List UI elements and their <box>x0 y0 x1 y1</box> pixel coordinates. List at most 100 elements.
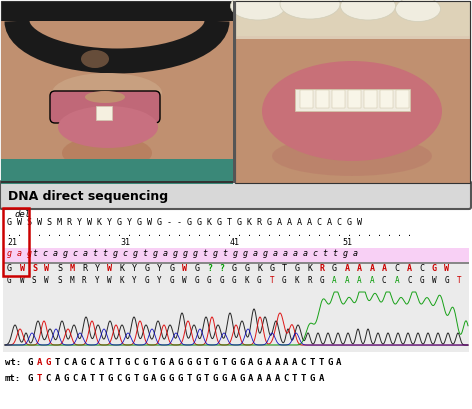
Text: A: A <box>54 374 60 383</box>
Text: K: K <box>307 264 312 273</box>
Text: T: T <box>37 374 42 383</box>
Text: W: W <box>432 276 437 285</box>
Ellipse shape <box>230 0 286 20</box>
Text: W: W <box>182 276 186 285</box>
Bar <box>96 106 112 120</box>
Text: G: G <box>244 264 250 273</box>
Text: Y: Y <box>94 264 100 273</box>
Bar <box>332 90 345 108</box>
Text: R: R <box>320 264 325 273</box>
Text: G: G <box>445 276 449 285</box>
Bar <box>300 90 313 108</box>
Text: A: A <box>332 276 337 285</box>
Bar <box>1 21 233 183</box>
Text: A: A <box>72 358 77 367</box>
Text: wt:: wt: <box>5 358 21 367</box>
Text: G: G <box>239 374 244 383</box>
Text: T: T <box>134 374 139 383</box>
Text: A: A <box>248 358 253 367</box>
Bar <box>235 1 470 183</box>
Text: T: T <box>204 374 210 383</box>
Text: 21: 21 <box>7 238 17 247</box>
FancyBboxPatch shape <box>50 91 160 123</box>
Text: G: G <box>169 264 175 273</box>
Text: R: R <box>307 276 312 285</box>
Text: G: G <box>177 374 183 383</box>
Text: C: C <box>63 358 68 367</box>
Text: K: K <box>119 264 125 273</box>
Ellipse shape <box>262 61 442 161</box>
Text: G: G <box>28 374 34 383</box>
Text: K: K <box>119 276 124 285</box>
Text: G: G <box>232 264 237 273</box>
Text: t c a g c a t t g c g t g a g g g t g t g g a g a a a a c t t g a: t c a g c a t t g c g t g a g g g t g t … <box>33 249 358 258</box>
Text: A: A <box>266 374 271 383</box>
Text: G: G <box>213 358 218 367</box>
Bar <box>1 1 233 183</box>
Text: ?: ? <box>207 264 212 273</box>
Text: G: G <box>230 358 236 367</box>
Text: K: K <box>257 264 262 273</box>
Text: A: A <box>370 264 374 273</box>
Text: A: A <box>395 276 399 285</box>
Text: A: A <box>370 276 374 285</box>
Text: G: G <box>143 374 148 383</box>
Text: T: T <box>310 358 315 367</box>
Text: A: A <box>357 264 362 273</box>
Text: del: del <box>14 210 30 219</box>
Text: G: G <box>213 374 218 383</box>
Text: G: G <box>186 358 192 367</box>
Text: T: T <box>54 358 60 367</box>
Text: G: G <box>169 374 174 383</box>
Text: T: T <box>90 374 95 383</box>
Text: C: C <box>90 358 95 367</box>
Text: mt:: mt: <box>5 374 21 383</box>
Ellipse shape <box>81 50 109 68</box>
Text: G: G <box>125 358 130 367</box>
Text: T: T <box>107 358 113 367</box>
Text: G: G <box>7 276 12 285</box>
Text: G: G <box>144 276 149 285</box>
Text: G: G <box>7 264 12 273</box>
Bar <box>348 90 361 108</box>
Text: A: A <box>336 358 341 367</box>
Bar <box>364 90 377 108</box>
Text: W: W <box>44 264 50 273</box>
Text: 51: 51 <box>342 238 352 247</box>
Bar <box>396 90 409 108</box>
Bar <box>3 262 469 263</box>
Ellipse shape <box>280 0 340 19</box>
Text: G: G <box>160 358 165 367</box>
Text: C: C <box>301 358 306 367</box>
Text: G: G <box>320 276 324 285</box>
Text: ?: ? <box>219 264 225 273</box>
Text: T: T <box>457 276 462 285</box>
Text: W: W <box>445 264 449 273</box>
Text: S: S <box>32 276 37 285</box>
Text: M: M <box>69 276 74 285</box>
Text: G: G <box>207 276 211 285</box>
Text: G: G <box>332 264 337 273</box>
Text: G: G <box>257 276 261 285</box>
Text: K: K <box>295 276 299 285</box>
Text: A: A <box>292 358 297 367</box>
Text: A: A <box>151 374 157 383</box>
Text: A: A <box>266 358 271 367</box>
Text: G: G <box>310 374 315 383</box>
Text: G: G <box>295 264 300 273</box>
Text: A: A <box>382 264 387 273</box>
FancyBboxPatch shape <box>0 181 471 209</box>
Text: G: G <box>257 358 262 367</box>
Text: A: A <box>345 264 349 273</box>
Text: C: C <box>46 374 51 383</box>
Text: T: T <box>292 374 297 383</box>
Text: G: G <box>270 264 275 273</box>
Text: G: G <box>169 276 174 285</box>
Ellipse shape <box>58 106 158 148</box>
Ellipse shape <box>85 91 125 103</box>
Text: T: T <box>116 358 121 367</box>
Text: C: C <box>283 374 288 383</box>
Text: . . . . . . . . . . . . . . . . . . . . . . . . . . . . . . . . . . . . . . . . : . . . . . . . . . . . . . . . . . . . . … <box>7 229 412 238</box>
Text: W: W <box>19 276 24 285</box>
Bar <box>1 181 233 183</box>
